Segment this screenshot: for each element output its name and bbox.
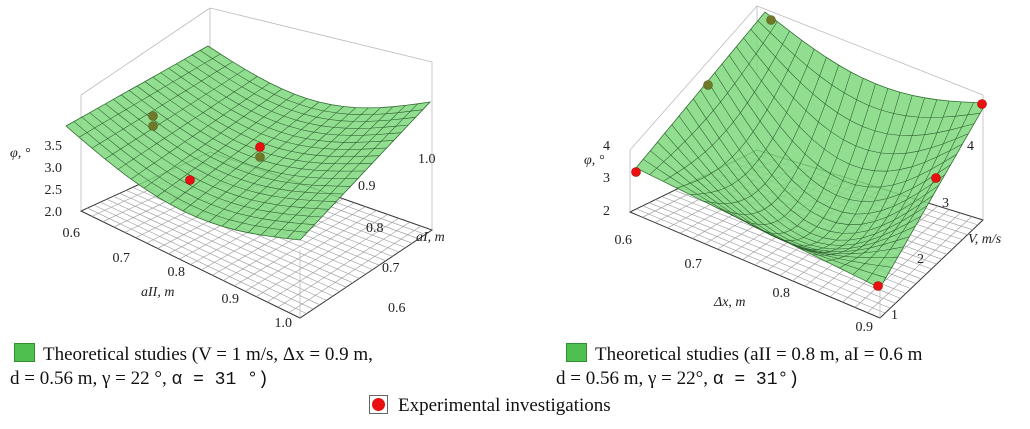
experimental-point	[255, 152, 265, 162]
floor-gridline	[245, 210, 377, 292]
x-tick-label: 0.9	[856, 320, 874, 335]
experimental-point	[255, 142, 265, 152]
x-tick-label: 0.6	[63, 226, 81, 241]
z-tick-label: 2.5	[45, 183, 63, 198]
legend-right-params: d = 0.56 m, γ = 22°,	[556, 368, 713, 389]
legend-left-entry: Theoretical studies (V = 1 m/s, Δx = 0.9…	[14, 343, 373, 366]
y-tick-label: 0.8	[366, 221, 384, 236]
legend-left-line2: d = 0.56 m, γ = 22 °, α = 31 °)	[10, 368, 269, 391]
y-tick-label: 0.6	[388, 301, 406, 316]
y-tick-label: 3	[942, 196, 949, 211]
box-edge	[629, 5, 758, 151]
surface-meshline	[199, 50, 423, 115]
theoretical-swatch-icon	[14, 343, 35, 362]
z-tick-label: 2	[603, 204, 610, 219]
z-tick-label: 3	[603, 171, 610, 186]
z-tick-label: 4	[603, 139, 610, 154]
floor-gridline	[288, 225, 422, 313]
floor-gridline	[256, 214, 388, 297]
floor-gridline	[867, 216, 972, 313]
surface-meshline	[852, 101, 962, 275]
surface-meshline	[757, 20, 981, 118]
z-tick-label: 2.0	[45, 205, 63, 220]
experimental-point	[148, 121, 158, 131]
surface-meshline	[750, 29, 975, 136]
floor-gridline	[234, 206, 366, 287]
surface-meshline	[184, 59, 409, 129]
surface-meshline	[273, 105, 406, 238]
box-edge	[756, 5, 984, 96]
legend-left-alpha: α = 31 °)	[171, 370, 269, 390]
legend-right-line1: Theoretical studies (aII = 0.8 m, aI = 0…	[595, 344, 923, 365]
theoretical-swatch-icon	[566, 343, 587, 362]
y-tick-label: 1.0	[418, 152, 436, 167]
z-tick-label: 3.0	[45, 161, 63, 176]
experimental-point	[873, 281, 883, 291]
surface-meshline	[192, 54, 416, 122]
experimental-point	[766, 15, 776, 25]
x-tick-label: 0.8	[168, 265, 186, 280]
legend-left-line1: Theoretical studies (V = 1 m/s, Δx = 0.9…	[43, 344, 373, 365]
z-axis-label: φ, °	[10, 146, 31, 161]
z-axis-label: φ, °	[584, 153, 605, 168]
floor-gridline	[266, 218, 399, 303]
y-tick-label: 0.7	[382, 261, 400, 276]
experimental-point	[185, 175, 195, 185]
y-axis-label: aI, m	[416, 230, 445, 245]
x-axis-label: Δx, m	[713, 295, 746, 310]
box-edge	[80, 7, 211, 96]
floor-gridline	[854, 212, 961, 308]
y-tick-label: 4	[967, 139, 974, 154]
floor-gridline	[223, 202, 355, 281]
x-tick-label: 0.8	[773, 286, 791, 301]
experimental-point	[631, 167, 641, 177]
legend-experimental-label: Experimental investigations	[398, 395, 611, 416]
y-tick-label: 1	[891, 308, 898, 323]
experimental-point	[703, 80, 713, 90]
x-tick-label: 0.7	[113, 251, 131, 266]
x-tick-label: 0.6	[615, 233, 633, 248]
surface-meshline	[286, 103, 418, 239]
left-surface-plot: 2.0 2.5 3.0 3.5 0.6 0.7 0.8 0.9 1.0 0.6 0.7 0.8 0.9 1…	[10, 7, 445, 331]
experimental-point	[931, 173, 941, 183]
box-edge	[209, 7, 433, 63]
experimental-point	[977, 99, 987, 109]
x-tick-label: 0.7	[685, 257, 703, 272]
legend-experimental-entry: Experimental investigations	[369, 395, 611, 417]
x-tick-label: 1.0	[275, 316, 293, 331]
z-tick-label: 3.5	[45, 139, 63, 154]
legend-right-line2: d = 0.56 m, γ = 22°, α = 31°)	[556, 368, 799, 391]
y-tick-label: 2	[917, 252, 924, 267]
surface-meshline	[743, 37, 969, 155]
experimental-marker-icon	[369, 395, 388, 414]
y-axis-label: V, m/s	[968, 232, 1002, 247]
x-tick-label: 0.9	[222, 292, 240, 307]
surface-plots: 2.0 2.5 3.0 3.5 0.6 0.7 0.8 0.9 1.0 0.6 0.7 0.8 0.9 1…	[10, 5, 1002, 335]
legend-right-entry: Theoretical studies (aII = 0.8 m, aI = 0…	[566, 343, 922, 366]
experimental-point	[148, 111, 158, 121]
legend-left-params: d = 0.56 m, γ = 22 °,	[10, 368, 172, 389]
x-axis-label: aII, m	[141, 285, 174, 300]
y-tick-label: 0.9	[358, 179, 376, 194]
legend-right-alpha: α = 31°)	[712, 370, 800, 390]
surface-meshline	[866, 102, 974, 282]
right-surface-plot: 2 3 4 1 2 3 4 0.6 0.7 0.8 0.9 φ, ° V, m/s Δx, m	[584, 5, 1002, 335]
